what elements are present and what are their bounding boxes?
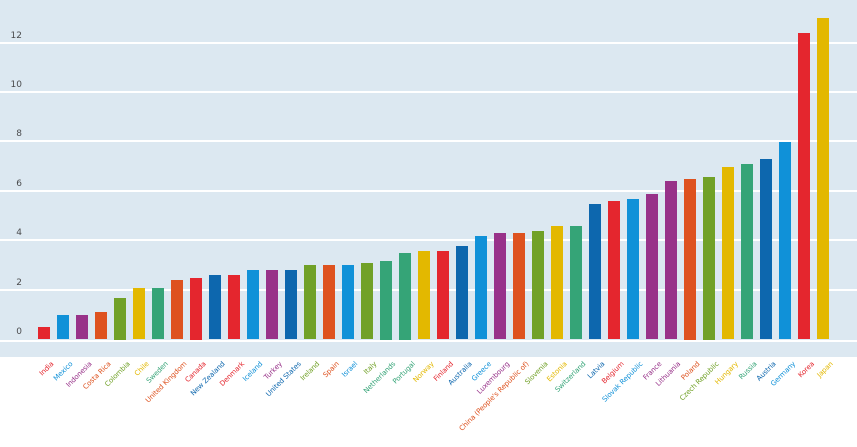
gridline-10 bbox=[0, 91, 857, 93]
x-label-norway: Norway bbox=[411, 360, 436, 385]
x-label-estonia: Estonia bbox=[545, 360, 569, 384]
bar-greece[interactable] bbox=[475, 235, 487, 340]
bar-canada[interactable] bbox=[190, 277, 202, 340]
x-label-israel: Israel bbox=[340, 360, 360, 379]
bar-united-states[interactable] bbox=[285, 270, 297, 340]
bar-estonia[interactable] bbox=[551, 225, 563, 340]
x-label-poland: Poland bbox=[679, 360, 702, 382]
x-label-greece: Greece bbox=[469, 360, 493, 383]
bar-slovak-republic[interactable] bbox=[627, 198, 639, 340]
x-label-finland: Finland bbox=[431, 360, 455, 383]
bar-switzerland[interactable] bbox=[570, 225, 582, 340]
x-label-netherlands: Netherlands bbox=[362, 360, 398, 396]
x-label-australia: Australia bbox=[446, 360, 474, 387]
gridline-6 bbox=[0, 190, 857, 192]
plot-area: 0 2 4 6 8 10 12 bbox=[0, 0, 857, 357]
x-label-lithuania: Lithuania bbox=[654, 360, 683, 388]
bar-france[interactable] bbox=[646, 193, 658, 340]
bar-italy[interactable] bbox=[361, 262, 373, 340]
bar-finland[interactable] bbox=[437, 250, 449, 340]
bar-germany[interactable] bbox=[779, 141, 791, 340]
gridline-12 bbox=[0, 42, 857, 44]
bar-spain[interactable] bbox=[323, 265, 335, 340]
x-label-korea: Korea bbox=[796, 360, 816, 380]
bar-iceland[interactable] bbox=[247, 270, 259, 340]
x-label-united-states: United States bbox=[264, 360, 303, 399]
bar-norway[interactable] bbox=[418, 250, 430, 340]
y-tick-label-2: 2 bbox=[16, 278, 22, 288]
bar-ireland[interactable] bbox=[304, 265, 316, 340]
gridline-4 bbox=[0, 239, 857, 241]
x-label-canada: Canada bbox=[183, 360, 208, 385]
bar-austria[interactable] bbox=[760, 159, 772, 340]
gridline-0 bbox=[0, 340, 857, 342]
x-label-france: France bbox=[641, 360, 664, 382]
bar-chile[interactable] bbox=[133, 287, 145, 340]
y-tick-label-12: 12 bbox=[10, 31, 22, 41]
bar-united-kingdom[interactable] bbox=[171, 280, 183, 340]
x-label-germany: Germany bbox=[768, 360, 797, 388]
bar-colombia[interactable] bbox=[114, 297, 126, 340]
y-tick-label-8: 8 bbox=[16, 129, 22, 139]
bar-sweden[interactable] bbox=[152, 287, 164, 340]
bar-latvia[interactable] bbox=[589, 203, 601, 340]
x-label-united-kingdom: United Kingdom bbox=[144, 360, 189, 405]
x-label-iceland: Iceland bbox=[241, 360, 265, 384]
x-label-colombia: Colombia bbox=[103, 360, 132, 389]
y-tick-label-0: 0 bbox=[16, 327, 22, 337]
bar-portugal[interactable] bbox=[399, 253, 411, 340]
bar-luxembourg[interactable] bbox=[494, 233, 506, 340]
y-tick-label-4: 4 bbox=[16, 228, 22, 238]
bar-slovenia[interactable] bbox=[532, 230, 544, 340]
y-tick-label-10: 10 bbox=[10, 80, 22, 90]
bar-czech-republic[interactable] bbox=[703, 176, 715, 340]
x-label-sweden: Sweden bbox=[144, 360, 170, 385]
x-label-japan: Japan bbox=[815, 360, 835, 380]
x-label-latvia: Latvia bbox=[586, 360, 607, 381]
x-label-luxembourg: Luxembourg bbox=[475, 360, 512, 396]
x-label-austria: Austria bbox=[755, 360, 778, 383]
x-label-italy: Italy bbox=[362, 360, 379, 377]
x-label-china-people-s-republic-of: China (People's Republic of) bbox=[457, 360, 531, 433]
x-label-switzerland: Switzerland bbox=[553, 360, 588, 394]
bar-russia[interactable] bbox=[741, 164, 753, 340]
y-tick-label-6: 6 bbox=[16, 179, 22, 189]
x-label-india: India bbox=[38, 360, 56, 378]
bar-australia[interactable] bbox=[456, 245, 468, 340]
bar-netherlands[interactable] bbox=[380, 260, 392, 340]
x-label-indonesia: Indonesia bbox=[64, 360, 94, 389]
bar-china-people-s-republic-of[interactable] bbox=[513, 233, 525, 340]
bar-denmark[interactable] bbox=[228, 275, 240, 340]
gridline-8 bbox=[0, 140, 857, 142]
bar-korea[interactable] bbox=[798, 33, 810, 340]
x-label-turkey: Turkey bbox=[262, 360, 284, 382]
bar-belgium[interactable] bbox=[608, 201, 620, 340]
bar-turkey[interactable] bbox=[266, 270, 278, 340]
x-label-slovenia: Slovenia bbox=[523, 360, 550, 387]
x-label-ireland: Ireland bbox=[299, 360, 322, 383]
x-label-hungary: Hungary bbox=[713, 360, 740, 387]
x-label-chile: Chile bbox=[132, 360, 151, 378]
x-label-mexico: Mexico bbox=[52, 360, 75, 383]
x-label-czech-republic: Czech Republic bbox=[678, 360, 721, 403]
bar-lithuania[interactable] bbox=[665, 181, 677, 340]
x-label-costa-rica: Costa Rica bbox=[81, 360, 113, 392]
x-label-new-zealand: New Zealand bbox=[189, 360, 227, 398]
bar-japan[interactable] bbox=[817, 18, 829, 340]
bar-israel[interactable] bbox=[342, 265, 354, 340]
bar-india[interactable] bbox=[38, 327, 50, 340]
bar-indonesia[interactable] bbox=[76, 314, 88, 340]
bar-mexico[interactable] bbox=[57, 314, 69, 340]
bar-hungary[interactable] bbox=[722, 166, 734, 340]
x-label-spain: Spain bbox=[321, 360, 341, 380]
bar-poland[interactable] bbox=[684, 179, 696, 340]
bar-new-zealand[interactable] bbox=[209, 275, 221, 340]
x-label-denmark: Denmark bbox=[217, 360, 246, 388]
x-label-russia: Russia bbox=[737, 360, 759, 382]
bar-costa-rica[interactable] bbox=[95, 312, 107, 340]
x-label-slovak-republic: Slovak Republic bbox=[600, 360, 645, 404]
x-label-portugal: Portugal bbox=[391, 360, 417, 386]
x-label-belgium: Belgium bbox=[600, 360, 626, 386]
